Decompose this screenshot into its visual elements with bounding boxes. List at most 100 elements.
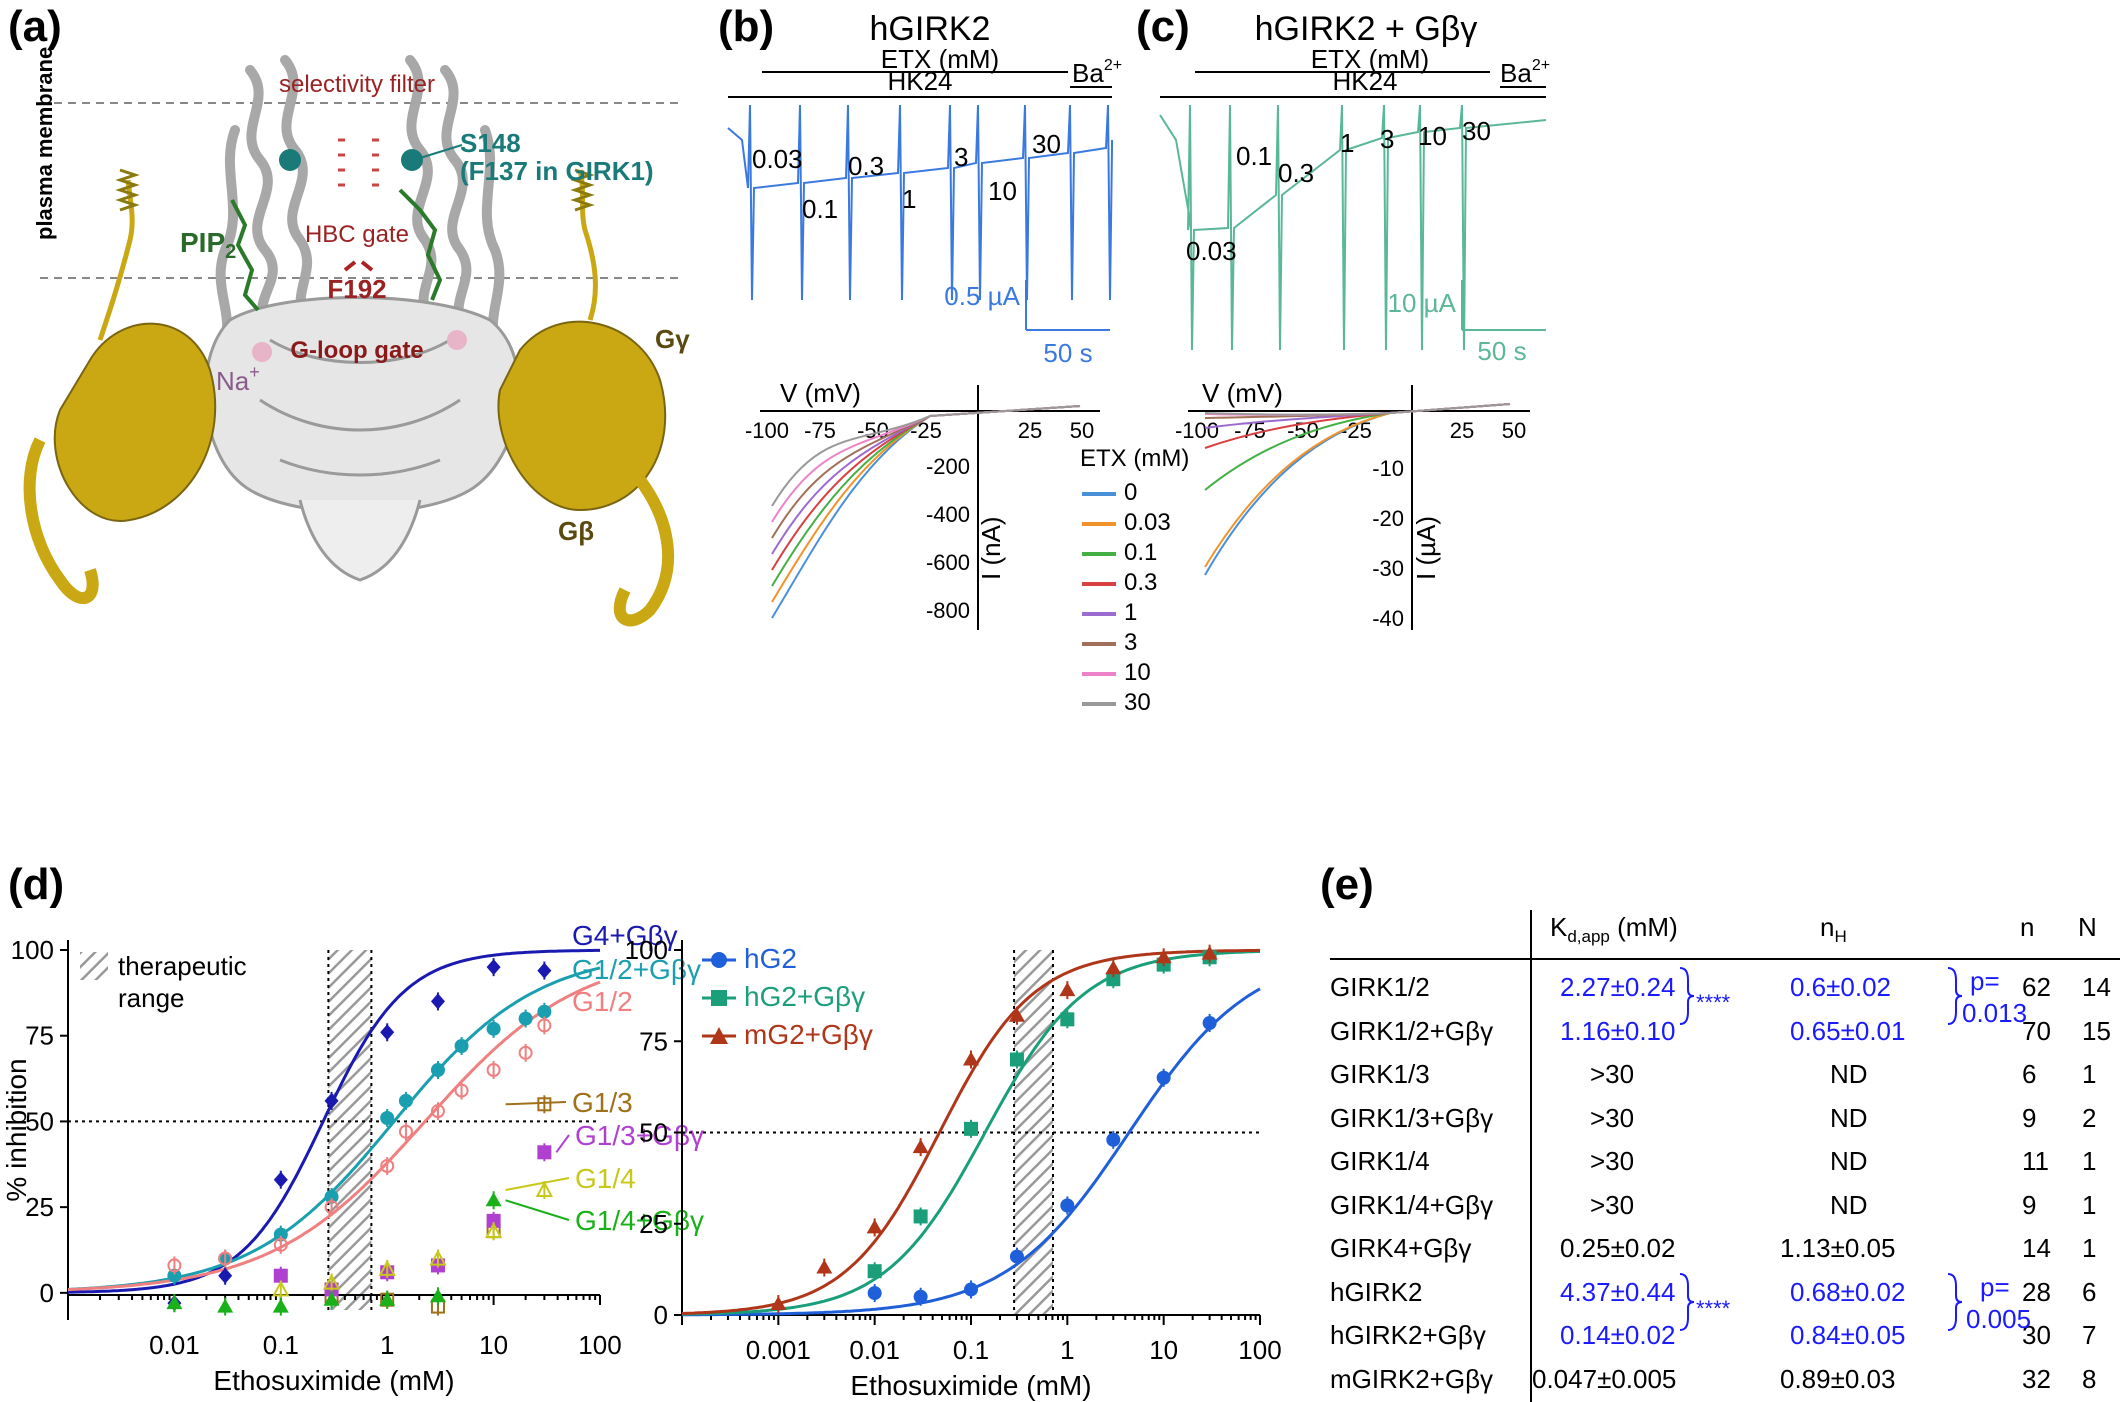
label-f192: F192 [327, 274, 386, 304]
lipid-left [115, 168, 140, 212]
row-nh: 0.89±0.03 [1780, 1363, 1896, 1394]
row-kd: 0.14±0.02 [1560, 1320, 1676, 1350]
row-kd: 0.047±0.005 [1532, 1363, 1677, 1394]
x-tick-label: 0.01 [849, 1335, 900, 1365]
table-row: GIRK1/2 2.27±0.24 0.6±0.02 62 14 [1330, 972, 2120, 1008]
row-nh: 1.13±0.05 [1780, 1233, 1896, 1263]
svg-text:-200: -200 [926, 454, 970, 479]
pip2-sticks [230, 188, 443, 312]
panel-b-etx: ETX (mM) [881, 44, 999, 74]
row-kd: >30 [1590, 1146, 1635, 1176]
legend-swatch [1082, 672, 1116, 676]
legend-label: hG2+Gβγ [744, 981, 865, 1012]
svg-text:0.005: 0.005 [1966, 1304, 2031, 1334]
etx-legend-title: ETX (mM) [1080, 445, 1190, 472]
svg-text:p=: p= [1970, 966, 2000, 996]
row-n: 70 [2022, 1015, 2051, 1046]
selectivity-filter-dots [338, 138, 379, 187]
legend-item: 10 [1080, 659, 1200, 689]
row-name: GIRK1/2 [1330, 972, 1430, 1002]
legend-swatch [1082, 702, 1116, 706]
panel-c-scale-t: 50 s [1477, 336, 1526, 366]
row-nh: ND [1830, 1189, 1868, 1220]
row-name: GIRK1/4 [1330, 1146, 1430, 1176]
na-sphere-right [447, 330, 467, 350]
y-tick-label: 75 [25, 1021, 54, 1051]
x-tick-label: 10 [479, 1330, 508, 1360]
panel-b-iv-i: I (nA) [976, 516, 1006, 580]
panel-b-letter: (b) [718, 2, 775, 51]
panel-b-ba: Ba2+ [1072, 57, 1122, 88]
svg-text:-800: -800 [926, 598, 970, 623]
row-n: 32 [2022, 1363, 2051, 1394]
legend-item: 0.3 [1080, 569, 1200, 599]
table-header: Kd,app (mM) nH n N [1330, 912, 2120, 948]
svg-text:-10: -10 [1372, 456, 1404, 481]
row-nh: 0.6±0.02 [1790, 972, 1892, 1002]
y-axis-label: % inhibition [1, 1058, 32, 1201]
svg-text:1: 1 [902, 184, 916, 214]
panel-c-iv: V (mV) -100 -75 -50 -25 25 50 -10 -20 -3… [1175, 378, 1530, 631]
y-tick-label: 50 [639, 1118, 668, 1148]
therapeutic-legend-label: range [118, 983, 185, 1013]
therapeutic-range-band [328, 950, 372, 1310]
y-tick-label: 50 [25, 1106, 54, 1136]
gbetagamma-left [23, 179, 217, 605]
row-N: 2 [2082, 1102, 2097, 1133]
legend-swatch [1082, 582, 1116, 586]
svg-text:10: 10 [988, 176, 1017, 206]
label-hbc: HBC gate [305, 221, 409, 248]
panel-c-scale-i: 10 µA [1388, 288, 1457, 318]
label-gbeta: Gβ [558, 516, 594, 546]
panel-c-iv-xticks: -100 -75 -50 -25 25 50 [1175, 418, 1526, 443]
header-N: N [2078, 912, 2097, 942]
table-row: GIRK1/2+Gβγ 1.16±0.10 0.65±0.01 70 15 [1330, 1016, 2120, 1052]
legend-label: 10 [1124, 659, 1151, 686]
panel-c-title: hGIRK2 + Gβγ [1255, 10, 1478, 48]
x-tick-label: 0.1 [263, 1330, 299, 1360]
label-selectivity: selectivity filter [279, 71, 435, 98]
x-tick-label: 1 [380, 1330, 394, 1360]
panel-c-iv-curves [1204, 403, 1511, 576]
header-kd: Kd,app (mM) [1550, 912, 1678, 947]
svg-text:-600: -600 [926, 550, 970, 575]
legend-swatch [1082, 552, 1116, 556]
legend-label: 0.1 [1124, 539, 1158, 566]
svg-text:0.03: 0.03 [1186, 236, 1237, 266]
row-n: 9 [2022, 1102, 2037, 1133]
gbetagamma-right [497, 169, 675, 627]
series-label: G1/2+Gβγ [572, 954, 701, 985]
table-row: GIRK1/3+Gβγ >30 ND 9 2 [1330, 1103, 2120, 1139]
panel-e-letter: (e) [1320, 860, 1374, 909]
y-tick-label: 25 [25, 1192, 54, 1222]
label-gloop: G-loop gate [290, 337, 423, 364]
s148-sphere-left [279, 149, 301, 171]
row-N: 7 [2082, 1320, 2097, 1350]
y-tick-label: 75 [639, 1026, 668, 1056]
svg-text:-40: -40 [1372, 606, 1404, 631]
panel-c-conc-labels: 0.03 0.1 0.3 1 3 10 30 [1186, 116, 1491, 266]
svg-text:0.1: 0.1 [1236, 141, 1272, 171]
row-N: 1 [2082, 1146, 2097, 1176]
series-label: G1/3 [572, 1087, 633, 1118]
panel-c-current-trace [1159, 104, 1547, 351]
legend-label: 1 [1124, 599, 1138, 626]
label-f137: (F137 in GIRK1) [460, 156, 654, 186]
x-tick-label: 0.001 [746, 1335, 811, 1365]
row-n: 30 [2022, 1320, 2051, 1350]
row-kd: >30 [1590, 1189, 1635, 1220]
panel-b-hk: HK24 [887, 66, 952, 96]
svg-text:30: 30 [1032, 129, 1061, 159]
panel-c-ba: Ba2+ [1500, 57, 1550, 88]
row-kd: >30 [1590, 1059, 1635, 1089]
row-kd: 4.37±0.44 [1560, 1276, 1676, 1307]
svg-text:p=: p= [1980, 1272, 2010, 1302]
y-tick-label: 25 [639, 1209, 668, 1239]
series-label: G4+Gβγ [572, 920, 678, 951]
x-tick-label: 0.01 [149, 1330, 200, 1360]
svg-text:3: 3 [1380, 124, 1394, 154]
iv-curve-c [1204, 403, 1511, 416]
x-axis-label: Ethosuximide (mM) [213, 1365, 454, 1396]
therapeutic-legend-swatch [80, 952, 108, 980]
row-n: 62 [2022, 972, 2051, 1002]
